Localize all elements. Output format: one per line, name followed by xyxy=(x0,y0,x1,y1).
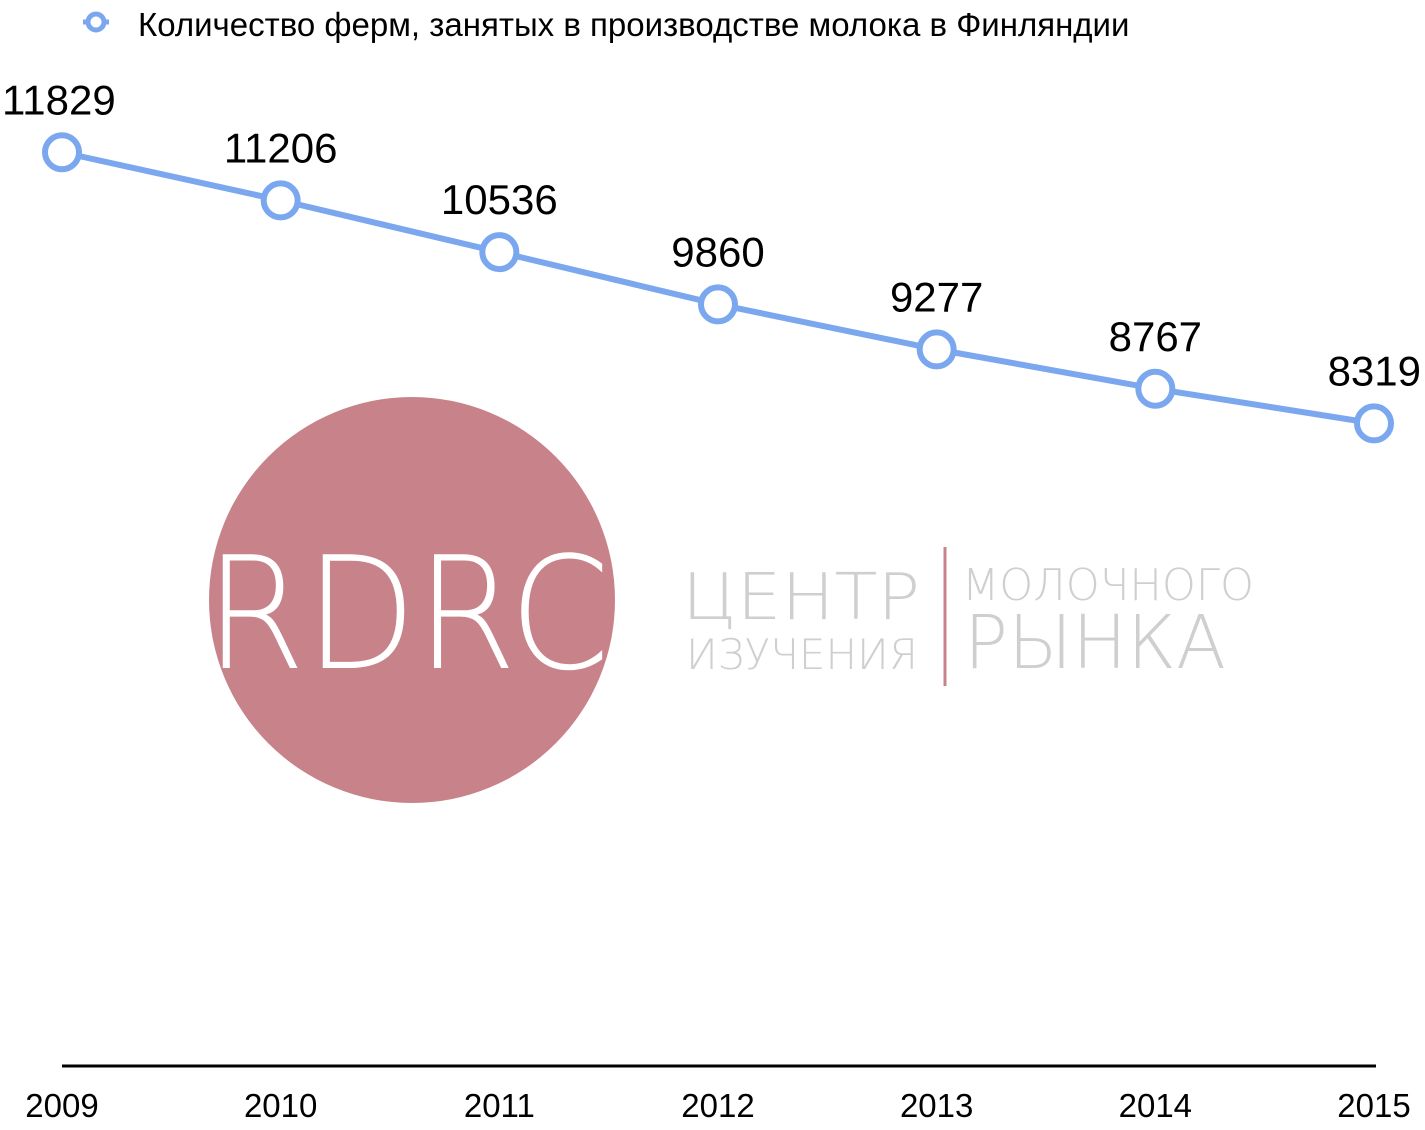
x-axis-tick-labels: 2009 2010 2011 2012 2013 2014 2015 xyxy=(25,1087,1410,1124)
data-point-2015 xyxy=(1354,403,1394,444)
data-point-2014 xyxy=(1135,368,1176,409)
series-line-group: 11829 11206 10536 9860 9277 8767 8319 xyxy=(2,76,1421,444)
data-point-2011 xyxy=(479,232,520,273)
logo-circle xyxy=(209,397,615,803)
logo-monogram: RDRC xyxy=(205,523,610,705)
data-point-2013 xyxy=(916,329,957,370)
data-label-2013: 9277 xyxy=(890,273,983,320)
data-label-2011: 10536 xyxy=(441,176,558,223)
legend: Количество ферм, занятых в производстве … xyxy=(83,6,1129,43)
logo-word-molochnogo: МОЛОЧНОГО xyxy=(962,560,1254,611)
data-label-2014: 8767 xyxy=(1109,313,1202,360)
x-tick-label-2009: 2009 xyxy=(25,1087,98,1124)
logo-word-rynka: РЫНКА xyxy=(964,600,1226,686)
x-tick-label-2015: 2015 xyxy=(1337,1087,1410,1124)
x-tick-label-2011: 2011 xyxy=(464,1087,535,1124)
legend-label: Количество ферм, занятых в производстве … xyxy=(138,6,1129,43)
x-tick-label-2010: 2010 xyxy=(244,1087,317,1124)
data-point-2009 xyxy=(42,132,82,173)
data-point-2012 xyxy=(698,284,738,325)
x-tick-label-2012: 2012 xyxy=(681,1087,754,1124)
data-label-2009: 11829 xyxy=(2,76,116,123)
x-tick-label-2014: 2014 xyxy=(1119,1087,1192,1124)
legend-circle-marker xyxy=(85,11,107,33)
x-tick-label-2013: 2013 xyxy=(900,1087,973,1124)
logo-word-izucheniya: ИЗУЧЕНИЯ xyxy=(686,630,918,679)
data-label-2010: 11206 xyxy=(224,124,338,171)
data-point-2010 xyxy=(260,180,301,221)
data-label-2015: 8319 xyxy=(1328,347,1421,394)
watermark-logo: RDRC ЦЕНТР ИЗУЧЕНИЯ МОЛОЧНОГО РЫНКА xyxy=(205,397,1254,803)
data-label-2012: 9860 xyxy=(671,228,764,275)
logo-word-centr: ЦЕНТР xyxy=(682,561,920,635)
